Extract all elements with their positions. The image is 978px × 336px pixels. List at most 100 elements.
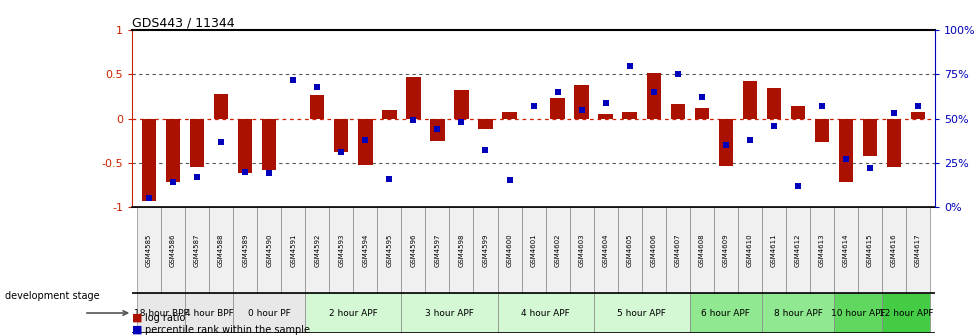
Bar <box>454 90 468 119</box>
FancyBboxPatch shape <box>377 207 401 293</box>
Point <box>766 123 781 128</box>
FancyBboxPatch shape <box>761 293 833 333</box>
Point <box>598 100 613 106</box>
Bar <box>310 95 324 119</box>
Text: GSM4610: GSM4610 <box>746 234 752 267</box>
Text: GSM4599: GSM4599 <box>482 234 488 267</box>
Point <box>717 142 733 148</box>
Text: GSM4601: GSM4601 <box>530 234 536 267</box>
FancyBboxPatch shape <box>737 207 761 293</box>
Point <box>573 107 589 113</box>
Bar <box>814 119 828 141</box>
FancyBboxPatch shape <box>281 207 305 293</box>
FancyBboxPatch shape <box>401 207 425 293</box>
FancyBboxPatch shape <box>785 207 809 293</box>
Point <box>645 89 661 95</box>
Point <box>862 165 877 171</box>
FancyBboxPatch shape <box>353 207 377 293</box>
FancyBboxPatch shape <box>329 207 353 293</box>
Text: GSM4596: GSM4596 <box>410 234 416 267</box>
FancyBboxPatch shape <box>425 207 449 293</box>
FancyBboxPatch shape <box>617 207 641 293</box>
FancyBboxPatch shape <box>833 207 857 293</box>
Text: GSM4586: GSM4586 <box>170 234 176 267</box>
Point <box>550 89 565 95</box>
Point <box>525 103 541 109</box>
Point <box>693 95 709 100</box>
Text: log ratio: log ratio <box>145 312 185 323</box>
Text: GSM4597: GSM4597 <box>434 234 440 267</box>
Bar <box>622 113 637 119</box>
Bar <box>574 85 588 119</box>
Bar <box>718 119 733 166</box>
FancyBboxPatch shape <box>713 207 737 293</box>
Point <box>309 84 325 89</box>
FancyBboxPatch shape <box>761 207 785 293</box>
Bar <box>429 119 444 141</box>
Text: 3 hour APF: 3 hour APF <box>424 308 473 318</box>
FancyBboxPatch shape <box>185 293 233 333</box>
Text: GSM4615: GSM4615 <box>867 234 872 267</box>
Bar <box>478 119 492 129</box>
Bar <box>213 94 228 119</box>
Bar <box>645 73 660 119</box>
Point <box>357 137 373 142</box>
FancyBboxPatch shape <box>473 207 497 293</box>
Point <box>814 103 829 109</box>
Point <box>477 148 493 153</box>
Text: 0 hour PF: 0 hour PF <box>247 308 290 318</box>
FancyBboxPatch shape <box>497 207 521 293</box>
FancyBboxPatch shape <box>906 207 929 293</box>
FancyBboxPatch shape <box>689 207 713 293</box>
Point <box>405 118 421 123</box>
Point <box>213 139 229 144</box>
Bar <box>406 77 421 119</box>
FancyBboxPatch shape <box>233 293 305 333</box>
Bar <box>381 110 396 119</box>
Bar <box>238 119 252 172</box>
Text: GSM4589: GSM4589 <box>242 234 247 267</box>
FancyBboxPatch shape <box>137 293 185 333</box>
FancyBboxPatch shape <box>209 207 233 293</box>
FancyBboxPatch shape <box>401 293 497 333</box>
FancyBboxPatch shape <box>545 207 569 293</box>
Point <box>741 137 757 142</box>
Text: percentile rank within the sample: percentile rank within the sample <box>145 325 310 335</box>
Point <box>501 178 516 183</box>
Text: GSM4592: GSM4592 <box>314 234 320 267</box>
Bar <box>262 119 276 170</box>
FancyBboxPatch shape <box>185 207 209 293</box>
Bar <box>838 119 853 182</box>
Text: ■: ■ <box>132 312 143 323</box>
FancyBboxPatch shape <box>641 207 665 293</box>
Text: GSM4613: GSM4613 <box>819 234 824 267</box>
Bar <box>862 119 876 156</box>
Text: GSM4595: GSM4595 <box>386 234 392 267</box>
FancyBboxPatch shape <box>665 207 689 293</box>
Text: GSM4588: GSM4588 <box>218 234 224 267</box>
Text: GSM4585: GSM4585 <box>146 234 152 267</box>
Bar <box>190 119 204 167</box>
Bar <box>165 119 180 182</box>
Text: 12 hour APF: 12 hour APF <box>878 308 932 318</box>
Bar <box>598 114 612 119</box>
Point <box>333 150 349 155</box>
Point <box>429 127 445 132</box>
FancyBboxPatch shape <box>137 207 160 293</box>
Text: GSM4608: GSM4608 <box>698 234 704 267</box>
Text: 18 hour BPF: 18 hour BPF <box>134 308 188 318</box>
FancyBboxPatch shape <box>689 293 761 333</box>
Text: GSM4594: GSM4594 <box>362 234 368 267</box>
FancyBboxPatch shape <box>857 207 881 293</box>
Text: GSM4602: GSM4602 <box>554 234 560 267</box>
Text: 4 hour BPF: 4 hour BPF <box>185 308 233 318</box>
Bar <box>333 119 348 152</box>
Bar <box>358 119 373 165</box>
Text: development stage: development stage <box>5 291 100 301</box>
Bar <box>670 103 685 119</box>
Text: 5 hour APF: 5 hour APF <box>617 308 665 318</box>
Point <box>789 183 805 188</box>
Point <box>910 103 925 109</box>
Bar <box>790 106 804 119</box>
Bar <box>766 88 780 119</box>
